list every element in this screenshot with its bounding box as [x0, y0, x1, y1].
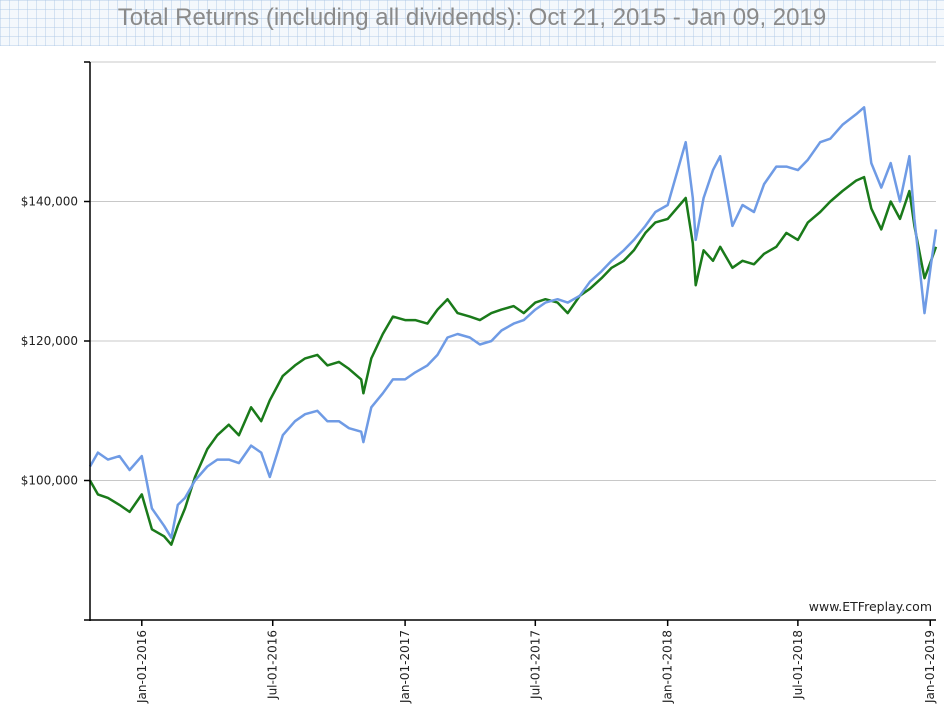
x-tick-label: Jan-01-2016: [135, 630, 149, 704]
y-tick-label: $120,000: [21, 334, 78, 348]
watermark: www.ETFreplay.com: [809, 599, 932, 614]
series-line-1: [88, 175, 938, 546]
series-line-2: [88, 106, 938, 539]
x-axis-ticks: Jan-01-2016 Jul-01-2016 Jan-01-2017 Jul-01-…: [135, 620, 937, 704]
chart-title: Total Returns (including all dividends):…: [117, 4, 827, 31]
x-tick-label: Jul-01-2018: [791, 630, 805, 700]
title-band: [0, 0, 944, 46]
x-tick-label: Jul-01-2017: [528, 630, 542, 700]
series-lines: [88, 106, 938, 546]
y-tick-label: $100,000: [21, 474, 78, 488]
grid-lines: [90, 61, 936, 481]
x-tick-label: Jan-01-2019: [923, 630, 937, 704]
y-axis-ticks: $100,000 $120,000 $140,000: [21, 195, 90, 488]
y-tick-label: $140,000: [21, 195, 78, 209]
x-tick-label: Jan-01-2018: [661, 630, 675, 704]
x-tick-label: Jul-01-2016: [266, 630, 280, 700]
x-tick-label: Jan-01-2017: [398, 630, 412, 704]
